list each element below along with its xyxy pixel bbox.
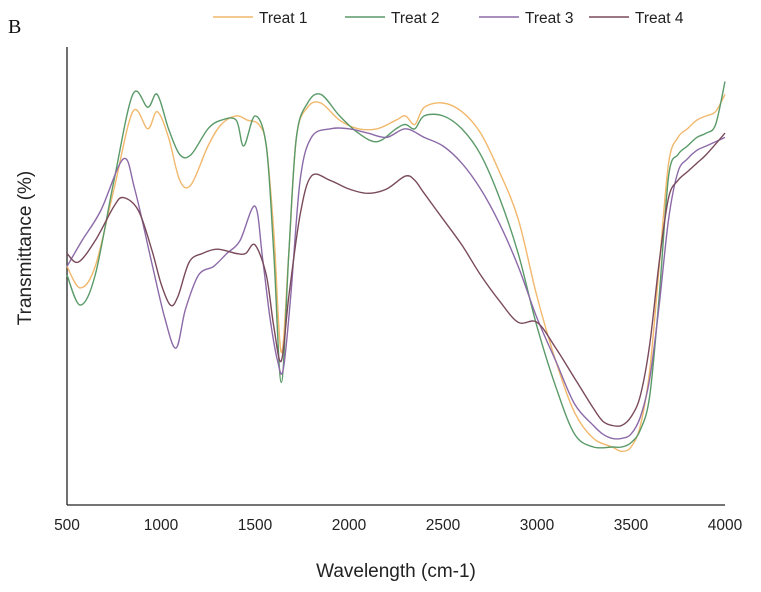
legend: Treat 1 Treat 2 Treat 3 Treat 4 [213, 10, 684, 27]
x-tick-labels: 500 1000 1500 2000 2500 3000 3500 4000 [54, 517, 743, 534]
x-tick-label: 2500 [426, 517, 461, 534]
legend-label-3: Treat 3 [525, 10, 574, 27]
x-tick-label: 4000 [708, 517, 743, 534]
series-line-treat-1 [66, 94, 726, 452]
x-axis-title: Wavelength (cm-1) [316, 561, 476, 582]
y-axis-title: Transmittance (%) [15, 171, 36, 326]
axes [66, 47, 725, 506]
series-line-treat-4 [66, 132, 726, 427]
x-tick-label: 1500 [238, 517, 273, 534]
series-line-treat-2 [66, 81, 726, 449]
series-line-treat-3 [66, 127, 726, 440]
legend-label-4: Treat 4 [635, 10, 684, 27]
x-tick-label: 3000 [520, 517, 555, 534]
legend-label-1: Treat 1 [259, 10, 308, 27]
x-tick-label: 2000 [332, 517, 367, 534]
series-lines [66, 81, 726, 452]
panel-label: B [8, 16, 21, 38]
x-tick-label: 3500 [614, 517, 649, 534]
x-tick-label: 1000 [144, 517, 179, 534]
legend-label-2: Treat 2 [391, 10, 440, 27]
x-tick-label: 500 [54, 517, 80, 534]
